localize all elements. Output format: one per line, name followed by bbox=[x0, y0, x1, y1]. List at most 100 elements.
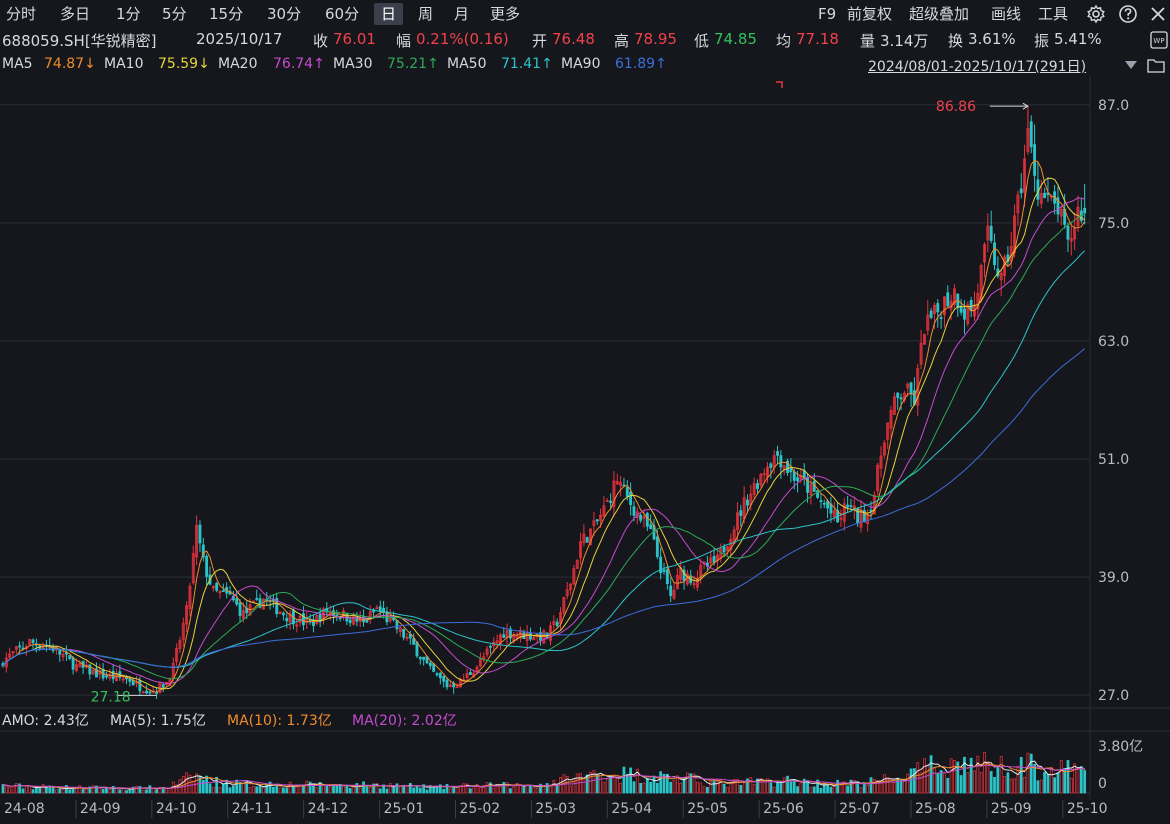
volume-bar bbox=[846, 785, 850, 794]
volume-bar bbox=[746, 778, 749, 794]
folder-icon[interactable] bbox=[1147, 57, 1165, 73]
volume-bar bbox=[462, 783, 466, 794]
volume-bar bbox=[378, 788, 382, 794]
f9-button[interactable]: F9 bbox=[818, 5, 837, 23]
volume-bar bbox=[148, 785, 152, 794]
volume-bar bbox=[625, 773, 629, 794]
period-tab-15min[interactable]: 15分 bbox=[209, 5, 244, 23]
volume-bar bbox=[241, 780, 245, 794]
super-overlay-button[interactable]: 超级叠加 bbox=[909, 5, 970, 23]
volume-bar bbox=[772, 786, 776, 794]
candle-body bbox=[839, 517, 843, 520]
candle-body bbox=[355, 616, 359, 622]
volume-bar bbox=[345, 785, 349, 794]
date-range-selector[interactable]: 2024/08/01-2025/10/17(291日) bbox=[868, 59, 1087, 75]
candle-body bbox=[662, 569, 666, 572]
candle-body bbox=[966, 304, 970, 324]
volume-bar bbox=[909, 768, 913, 794]
period-tab-1min[interactable]: 1分 bbox=[116, 5, 141, 23]
volume-bar bbox=[639, 782, 643, 794]
max-arrow bbox=[1022, 102, 1029, 110]
candle-body bbox=[832, 510, 836, 518]
candle-body bbox=[58, 649, 62, 655]
help-icon[interactable] bbox=[1118, 4, 1138, 24]
volume-bar bbox=[1019, 757, 1023, 794]
candle-body bbox=[138, 680, 142, 692]
candle-body bbox=[619, 482, 623, 486]
ma50-label: MA50 bbox=[447, 56, 487, 72]
period-tab-multiday[interactable]: 多日 bbox=[60, 5, 91, 23]
stock-code[interactable]: 688059.SH[华锐精密] bbox=[2, 32, 157, 50]
candle-body bbox=[155, 692, 159, 694]
ma30-value: 75.21↑ bbox=[387, 56, 439, 72]
candle-body bbox=[465, 673, 469, 678]
candle-body bbox=[95, 668, 98, 678]
period-tab-weekly[interactable]: 周 bbox=[418, 5, 434, 23]
wp-icon[interactable]: WP bbox=[1150, 31, 1168, 49]
period-tab-timeshare[interactable]: 分时 bbox=[6, 5, 37, 23]
volume-bar bbox=[722, 783, 726, 794]
candle-body bbox=[876, 464, 880, 491]
candle-body bbox=[455, 686, 459, 689]
volume-bar bbox=[635, 768, 639, 794]
candle-body bbox=[258, 598, 262, 608]
more-periods-button[interactable]: 更多 bbox=[490, 5, 521, 23]
gear-icon[interactable] bbox=[1086, 4, 1106, 24]
volume-bar bbox=[1009, 778, 1013, 794]
volume-bar bbox=[101, 789, 105, 794]
candle-body bbox=[241, 610, 245, 619]
volume-bar bbox=[88, 786, 92, 794]
volume-bar bbox=[956, 761, 960, 794]
period-tab-5min[interactable]: 5分 bbox=[162, 5, 187, 23]
period-tab-30min[interactable]: 30分 bbox=[267, 5, 302, 23]
date-tick-label: 25-08 bbox=[915, 801, 956, 817]
candle-body bbox=[756, 483, 759, 489]
volume-bar bbox=[135, 785, 138, 794]
period-tab-60min[interactable]: 60分 bbox=[325, 5, 360, 23]
volume-bar bbox=[719, 779, 723, 794]
volume-bar bbox=[382, 784, 385, 794]
candle-body bbox=[629, 491, 633, 506]
period-tab-monthly[interactable]: 月 bbox=[454, 5, 470, 23]
period-tab-daily[interactable]: 日 bbox=[374, 3, 404, 25]
period-toolbar: 分时 多日 1分 5分 15分 30分 60分 日 周 月 更多 F9 前复权 … bbox=[0, 0, 1170, 28]
candle-body bbox=[879, 455, 883, 469]
volume-bar bbox=[1056, 772, 1060, 794]
quote-info-bar: 688059.SH[华锐精密] 2025/10/17 收 76.01 幅 0.2… bbox=[0, 28, 1170, 52]
volume-bar bbox=[295, 786, 299, 794]
candle-body bbox=[88, 664, 92, 675]
candle-body bbox=[78, 663, 82, 668]
candle-body bbox=[498, 634, 502, 645]
candle-body bbox=[448, 684, 452, 687]
candle-body bbox=[105, 675, 108, 678]
candle-body bbox=[295, 624, 299, 627]
volume-bar bbox=[168, 787, 172, 794]
forward-adjust-button[interactable]: 前复权 bbox=[847, 5, 893, 23]
low-label: 低 bbox=[694, 32, 710, 50]
volume-bar bbox=[255, 786, 259, 794]
candle-body bbox=[615, 480, 619, 485]
tools-button[interactable]: 工具 bbox=[1038, 5, 1069, 23]
volume-bar bbox=[105, 787, 108, 794]
volume-bar bbox=[532, 787, 536, 794]
candle-body bbox=[989, 225, 993, 241]
draw-lines-button[interactable]: 画线 bbox=[991, 5, 1022, 23]
volume-bar bbox=[188, 774, 192, 794]
volume-bar bbox=[155, 789, 158, 794]
volume-bar bbox=[138, 786, 142, 794]
chevron-down-icon[interactable] bbox=[1124, 59, 1138, 71]
candle-body bbox=[288, 613, 292, 623]
volume-bar bbox=[218, 787, 222, 794]
candle-body bbox=[41, 646, 45, 649]
candle-body bbox=[926, 314, 930, 331]
candle-body bbox=[922, 334, 926, 345]
candle-body bbox=[752, 483, 756, 495]
close-icon[interactable] bbox=[1148, 4, 1168, 24]
candle-body bbox=[809, 484, 813, 496]
volume-bar bbox=[85, 788, 88, 794]
candle-body bbox=[1066, 225, 1070, 240]
volume-bar bbox=[158, 786, 162, 794]
candle-body bbox=[612, 480, 616, 508]
volume-bar bbox=[565, 776, 569, 794]
